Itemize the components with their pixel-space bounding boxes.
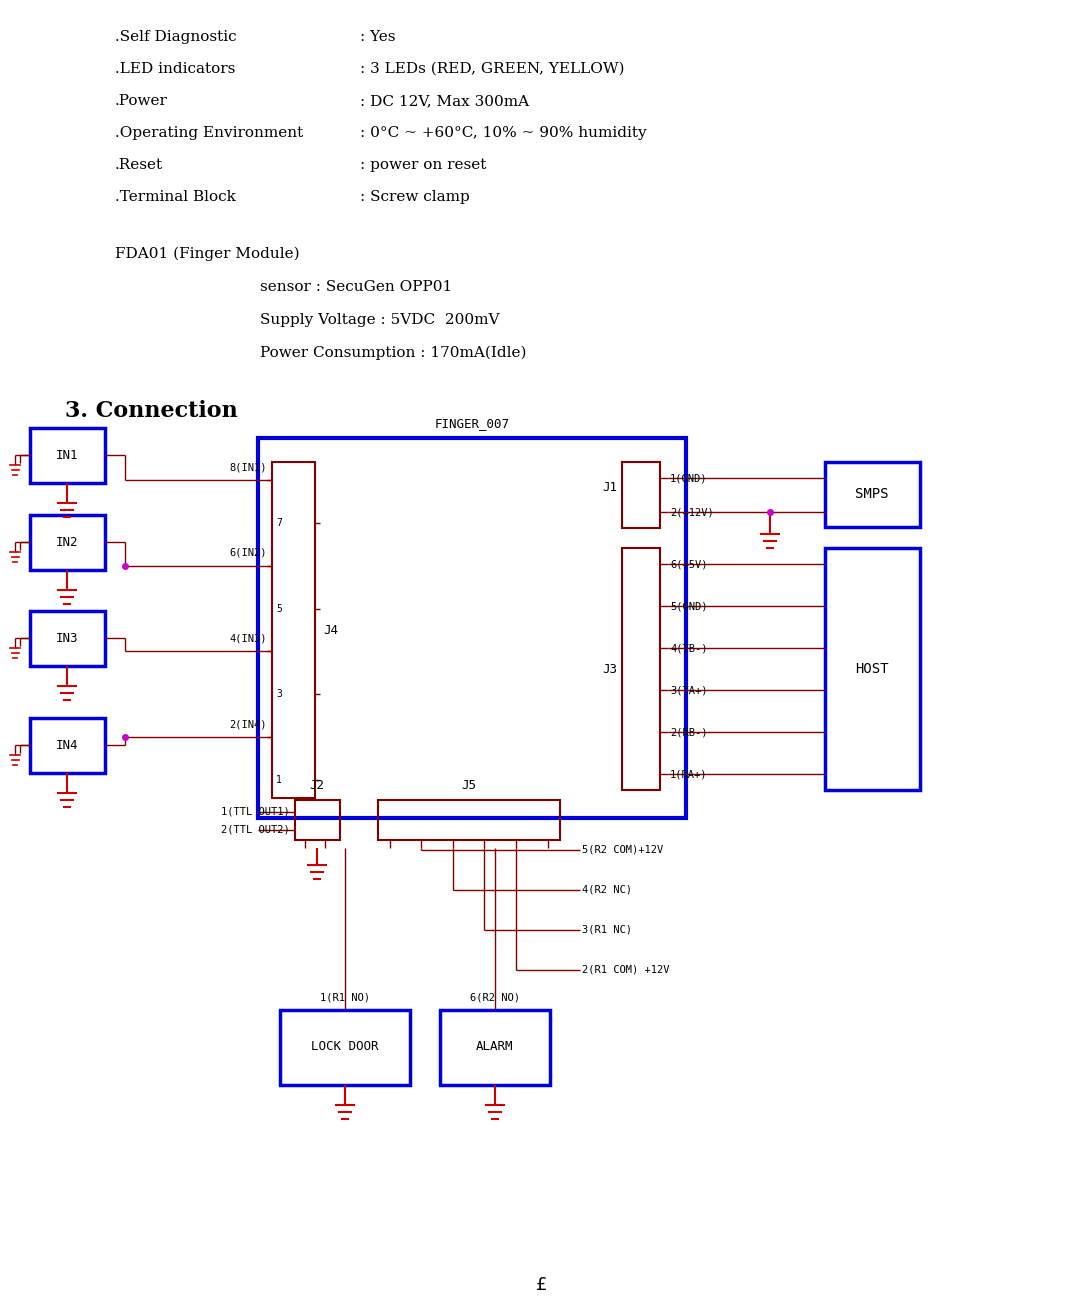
- Text: 5: 5: [276, 603, 282, 614]
- Text: 1: 1: [276, 775, 282, 785]
- Bar: [825, 548, 920, 791]
- Text: .Self Diagnostic: .Self Diagnostic: [115, 30, 236, 45]
- Text: : DC 12V, Max 300mA: : DC 12V, Max 300mA: [360, 94, 529, 108]
- Text: J3: J3: [602, 662, 617, 675]
- Text: .Operating Environment: .Operating Environment: [115, 126, 304, 140]
- Bar: [378, 800, 560, 840]
- Bar: [30, 718, 105, 773]
- Text: 4(TB-): 4(TB-): [670, 642, 708, 653]
- Bar: [825, 461, 920, 527]
- Text: .Reset: .Reset: [115, 159, 163, 172]
- Text: IN2: IN2: [55, 535, 78, 548]
- Text: 2(R1 COM) +12V: 2(R1 COM) +12V: [582, 965, 670, 975]
- Text: : power on reset: : power on reset: [360, 159, 487, 172]
- Text: 7: 7: [276, 518, 282, 528]
- Text: 2(TTL OUT2): 2(TTL OUT2): [221, 825, 291, 835]
- Text: 4(R2 NC): 4(R2 NC): [582, 885, 632, 895]
- Bar: [30, 515, 105, 570]
- Text: 3. Connection: 3. Connection: [65, 400, 237, 422]
- Text: : 3 LEDs (RED, GREEN, YELLOW): : 3 LEDs (RED, GREEN, YELLOW): [360, 62, 624, 76]
- Bar: [272, 461, 315, 798]
- Text: 6(R2 NO): 6(R2 NO): [470, 992, 520, 1002]
- Text: IN3: IN3: [55, 632, 78, 645]
- Text: 1(RA+): 1(RA+): [670, 770, 708, 779]
- Text: 2(+12V): 2(+12V): [670, 507, 713, 517]
- Text: Supply Voltage : 5VDC  200mV: Supply Voltage : 5VDC 200mV: [260, 313, 500, 326]
- Text: : 0°C ~ +60°C, 10% ~ 90% humidity: : 0°C ~ +60°C, 10% ~ 90% humidity: [360, 126, 647, 140]
- Text: 4(IN3): 4(IN3): [230, 633, 267, 644]
- Text: £: £: [537, 1276, 547, 1294]
- Text: 2(IN4): 2(IN4): [230, 720, 267, 729]
- Text: 1(TTL OUT1): 1(TTL OUT1): [221, 808, 291, 817]
- Bar: [280, 1009, 410, 1086]
- Text: 3(R1 NC): 3(R1 NC): [582, 926, 632, 935]
- Text: LOCK DOOR: LOCK DOOR: [311, 1041, 378, 1054]
- Bar: [440, 1009, 550, 1086]
- Text: J1: J1: [602, 481, 617, 493]
- Bar: [622, 548, 660, 791]
- Text: 1(R1 NO): 1(R1 NO): [320, 992, 370, 1002]
- Text: IN4: IN4: [55, 738, 78, 751]
- Text: 3(TA+): 3(TA+): [670, 686, 708, 695]
- Text: 3: 3: [276, 690, 282, 699]
- Text: HOST: HOST: [855, 662, 889, 676]
- Text: 2(RB-): 2(RB-): [670, 728, 708, 737]
- Text: sensor : SecuGen OPP01: sensor : SecuGen OPP01: [260, 281, 452, 294]
- Bar: [30, 611, 105, 666]
- Text: FINGER_007: FINGER_007: [435, 417, 509, 430]
- Bar: [295, 800, 340, 840]
- Text: IN1: IN1: [55, 448, 78, 461]
- Text: .Power: .Power: [115, 94, 168, 108]
- Text: Power Consumption : 170mA(Idle): Power Consumption : 170mA(Idle): [260, 346, 527, 361]
- Text: 6(+5V): 6(+5V): [670, 558, 708, 569]
- Text: 8(IN1): 8(IN1): [230, 461, 267, 472]
- Text: : Yes: : Yes: [360, 30, 396, 45]
- Text: J5: J5: [462, 779, 477, 792]
- Text: 6(IN2): 6(IN2): [230, 548, 267, 557]
- Bar: [258, 438, 686, 818]
- Bar: [30, 427, 105, 482]
- Text: SMPS: SMPS: [855, 486, 889, 501]
- Text: .Terminal Block: .Terminal Block: [115, 190, 236, 205]
- Text: J2: J2: [310, 779, 324, 792]
- Text: .LED indicators: .LED indicators: [115, 62, 235, 76]
- Text: ALARM: ALARM: [476, 1041, 514, 1054]
- Text: FDA01 (Finger Module): FDA01 (Finger Module): [115, 246, 299, 261]
- Text: 1(GND): 1(GND): [670, 473, 708, 482]
- Text: : Screw clamp: : Screw clamp: [360, 190, 469, 205]
- Bar: [622, 461, 660, 528]
- Text: 5(GND): 5(GND): [670, 600, 708, 611]
- Text: 5(R2 COM)+12V: 5(R2 COM)+12V: [582, 846, 663, 855]
- Text: J4: J4: [323, 624, 338, 637]
